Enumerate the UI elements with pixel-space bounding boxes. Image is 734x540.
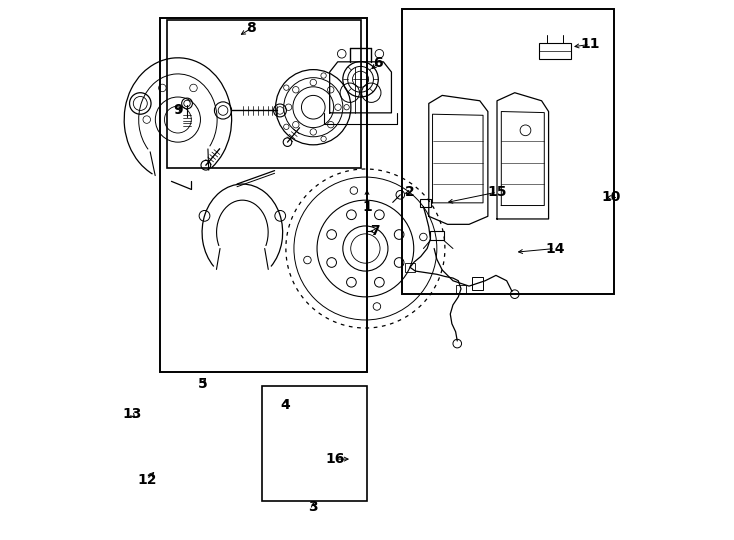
- Bar: [456, 285, 466, 293]
- Text: 16: 16: [325, 452, 344, 466]
- Text: 9: 9: [173, 103, 183, 117]
- Text: 8: 8: [247, 21, 256, 35]
- Text: 12: 12: [137, 472, 156, 487]
- Text: 7: 7: [370, 224, 380, 238]
- Bar: [539, 43, 571, 59]
- Bar: [402, 9, 614, 294]
- Bar: [404, 263, 415, 272]
- Bar: [472, 277, 482, 291]
- Text: 11: 11: [580, 37, 600, 51]
- Text: 2: 2: [405, 185, 415, 199]
- Text: 4: 4: [280, 399, 290, 413]
- Bar: [167, 20, 360, 168]
- Text: 13: 13: [122, 407, 142, 421]
- Text: 6: 6: [373, 56, 382, 70]
- Bar: [262, 386, 367, 501]
- Text: 10: 10: [602, 191, 621, 205]
- Text: 14: 14: [545, 241, 564, 255]
- Text: 15: 15: [487, 185, 506, 199]
- Bar: [160, 17, 367, 372]
- Bar: [430, 231, 444, 240]
- Text: 1: 1: [362, 200, 372, 214]
- Text: 3: 3: [308, 501, 318, 515]
- Bar: [420, 199, 432, 207]
- Text: 5: 5: [198, 377, 208, 391]
